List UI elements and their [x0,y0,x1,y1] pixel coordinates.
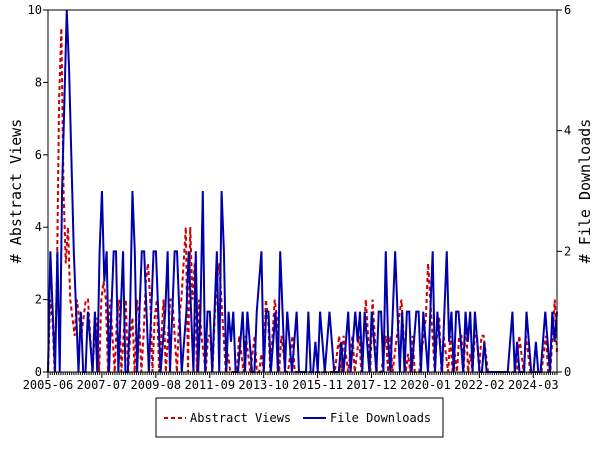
y2-axis-title: # File Downloads [576,119,594,264]
y-tick-label: 10 [28,3,42,17]
x-tick-label: 2020-01 [400,378,451,392]
x-tick-label: 2022-02 [454,378,505,392]
y-tick-label: 6 [35,148,42,162]
x-tick-label: 2005-06 [23,378,74,392]
y-tick-label: 2 [35,293,42,307]
y2-tick-label: 0 [564,365,571,379]
y-axis-title: # Abstract Views [7,119,25,264]
legend-box [155,397,444,438]
x-tick-label: 2013-10 [238,378,289,392]
x-tick-label: 2011-09 [184,378,235,392]
x-tick-label: 2009-08 [131,378,182,392]
y2-tick-label: 4 [564,124,571,138]
y2-tick-label: 2 [564,244,571,258]
x-tick-label: 2015-11 [292,378,343,392]
y-tick-label: 4 [35,220,42,234]
legend-label-file-downloads: File Downloads [330,411,431,425]
x-tick-label: 2007-07 [77,378,128,392]
x-tick-label: 2017-12 [346,378,397,392]
legend: Abstract Views File Downloads [155,397,444,438]
y2-tick-label: 6 [564,3,571,17]
y-tick-label: 8 [35,75,42,89]
y-tick-label: 0 [35,365,42,379]
x-tick-label: 2024-03 [508,378,559,392]
legend-label-abstract-views: Abstract Views [190,411,291,425]
